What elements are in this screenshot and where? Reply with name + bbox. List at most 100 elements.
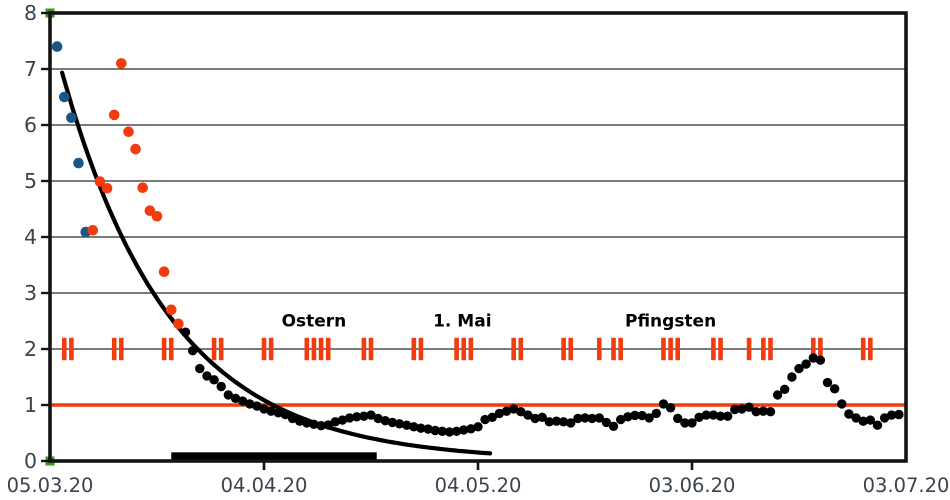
holiday-marker-bar xyxy=(311,337,317,361)
data-point xyxy=(66,112,77,123)
data-point xyxy=(830,384,840,394)
holiday-marker-bar xyxy=(161,337,167,361)
y-axis-label: 8 xyxy=(24,1,37,25)
data-point xyxy=(772,390,783,400)
data-point xyxy=(801,359,811,369)
holiday-marker-bar xyxy=(361,337,367,361)
y-axis-label: 2 xyxy=(24,337,37,361)
data-point xyxy=(687,418,697,428)
data-point xyxy=(808,353,818,363)
data-point xyxy=(501,406,512,416)
data-point xyxy=(451,426,462,436)
holiday-marker-bar xyxy=(468,337,474,361)
x-axis-label: 03.06.20 xyxy=(649,474,736,497)
data-point xyxy=(330,417,340,427)
data-point xyxy=(751,407,761,417)
annotation-ostern: Ostern xyxy=(282,312,347,332)
data-point xyxy=(295,416,305,426)
data-point xyxy=(423,424,433,434)
data-point xyxy=(437,426,447,436)
data-point xyxy=(94,176,106,187)
holiday-marker-bar xyxy=(568,337,574,361)
data-point xyxy=(765,407,776,417)
holiday-marker-bar xyxy=(810,337,816,361)
holiday-marker-bar xyxy=(218,337,224,361)
period-bar xyxy=(171,452,377,461)
data-point xyxy=(188,346,198,356)
y-axis-label: 4 xyxy=(24,225,37,249)
data-point xyxy=(416,423,426,433)
data-point xyxy=(266,406,276,416)
data-point xyxy=(623,412,633,422)
annotation-erster-mai: 1. Mai xyxy=(433,312,491,332)
data-point xyxy=(352,412,362,422)
holiday-marker-bar xyxy=(818,337,823,361)
data-point xyxy=(394,419,405,429)
data-point xyxy=(516,407,526,417)
data-point xyxy=(744,402,754,412)
holiday-marker-bar xyxy=(268,337,274,361)
data-point xyxy=(473,422,483,432)
holiday-marker-bar xyxy=(661,337,666,361)
data-point xyxy=(708,410,719,420)
data-point xyxy=(323,420,333,430)
data-point xyxy=(237,396,248,406)
holiday-marker-bar xyxy=(61,337,67,361)
holiday-label: 1. Mai xyxy=(433,312,491,332)
data-point xyxy=(316,421,326,431)
holiday-marker-bar xyxy=(618,337,623,361)
data-point xyxy=(259,404,269,414)
x-axis-label: 05.03.20 xyxy=(7,474,94,497)
data-point xyxy=(273,408,283,418)
data-point xyxy=(715,411,726,421)
data-point xyxy=(837,399,847,409)
data-point xyxy=(223,390,233,400)
data-point xyxy=(195,363,205,374)
data-point xyxy=(337,415,348,425)
data-point xyxy=(344,413,355,423)
holiday-weekend-markers xyxy=(61,337,873,361)
holiday-marker-bar xyxy=(325,337,331,361)
data-point xyxy=(509,404,519,414)
data-point xyxy=(608,421,619,431)
data-point xyxy=(173,318,184,330)
holiday-marker-bar xyxy=(461,337,467,361)
holiday-marker-bar xyxy=(718,337,723,361)
data-point xyxy=(359,411,369,421)
data-point xyxy=(494,408,505,419)
data-point xyxy=(822,377,833,388)
y-axis-label: 1 xyxy=(24,393,37,417)
fit-curve-path xyxy=(59,70,493,456)
data-point xyxy=(101,183,113,194)
data-point xyxy=(658,399,669,409)
holiday-marker-bar xyxy=(518,337,524,361)
data-point xyxy=(116,58,127,69)
y-axis-label: 6 xyxy=(24,113,37,137)
data-point xyxy=(309,419,319,429)
data-point xyxy=(387,417,398,428)
data-point xyxy=(787,372,797,382)
holiday-marker-bar xyxy=(454,337,459,361)
data-point xyxy=(537,412,547,422)
data-point xyxy=(637,410,647,421)
data-point xyxy=(480,414,490,425)
data-point xyxy=(151,211,163,222)
data-point xyxy=(665,403,676,413)
data-point xyxy=(601,417,612,428)
holiday-marker-bar xyxy=(611,337,616,361)
holiday-marker-bar xyxy=(761,337,766,361)
data-point xyxy=(137,182,148,193)
data-point xyxy=(879,413,890,423)
data-point xyxy=(59,91,70,103)
data-point xyxy=(573,413,583,424)
holiday-marker-bar xyxy=(211,337,217,361)
data-point xyxy=(402,420,412,430)
data-point xyxy=(209,375,219,385)
data-point xyxy=(487,412,497,422)
holiday-marker-bar xyxy=(675,337,681,361)
holiday-marker-bar xyxy=(261,337,267,361)
data-point xyxy=(894,409,904,420)
holiday-marker-bar xyxy=(768,337,773,361)
series-black-daily-points xyxy=(180,327,904,437)
